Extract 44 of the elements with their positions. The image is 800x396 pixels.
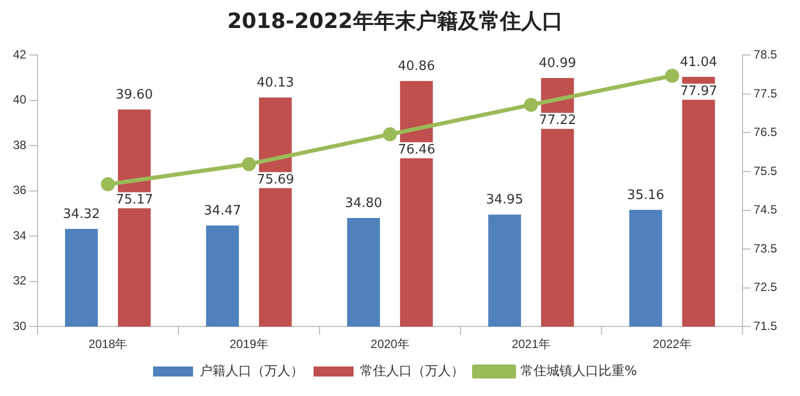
point xyxy=(382,127,397,142)
y2-tick-label: 74.5 xyxy=(754,202,778,217)
y2-tick-label: 71.5 xyxy=(754,318,778,333)
y2-tick-label: 78.5 xyxy=(754,48,778,62)
data-label: 41.04 xyxy=(680,54,718,70)
data-label: 34.95 xyxy=(486,192,524,208)
x-tick-label: 2020年 xyxy=(370,337,410,352)
x-tick-label: 2022年 xyxy=(652,337,692,352)
y-tick-label: 42 xyxy=(12,48,27,62)
legend-label: 常住城镇人口比重% xyxy=(520,364,637,379)
data-label: 35.16 xyxy=(627,188,664,203)
legend-label: 户籍人口（万人） xyxy=(200,364,304,379)
data-label: 40.86 xyxy=(398,58,436,74)
data-label: 77.97 xyxy=(680,84,718,100)
data-label: 75.69 xyxy=(256,172,294,188)
chart-title: 2018-2022年年末户籍及常住人口 xyxy=(227,9,563,34)
y-tick-label: 32 xyxy=(12,274,27,288)
y2-tick-label: 77.5 xyxy=(754,86,778,100)
y2-tick-label: 72.5 xyxy=(754,280,778,294)
y-tick-label: 36 xyxy=(12,183,27,198)
point xyxy=(524,98,538,112)
data-label: 40.13 xyxy=(256,75,294,90)
data-label: 77.22 xyxy=(539,113,576,128)
point xyxy=(100,177,115,192)
y2-tick-label: 76.5 xyxy=(754,125,778,140)
data-label: 34.32 xyxy=(62,206,100,222)
data-label: 75.17 xyxy=(116,192,154,208)
x-tick-label: 2018年 xyxy=(88,337,128,352)
x-tick-label: 2021年 xyxy=(512,337,550,352)
y-tick-label: 38 xyxy=(12,138,27,152)
y2-tick-label: 75.5 xyxy=(754,164,778,178)
point xyxy=(242,157,256,172)
data-label: 76.46 xyxy=(398,142,436,158)
point xyxy=(665,68,680,83)
y-tick-label: 30 xyxy=(12,318,27,333)
data-label: 39.60 xyxy=(116,87,153,102)
y-tick-label: 34 xyxy=(12,228,27,242)
legend-label: 常住人口（万人） xyxy=(360,364,464,379)
y2-tick-label: 73.5 xyxy=(754,241,778,256)
data-label: 34.80 xyxy=(344,196,382,211)
data-label: 40.99 xyxy=(538,56,576,71)
y-tick-label: 40 xyxy=(12,92,27,107)
data-label: 34.47 xyxy=(204,203,242,218)
x-tick-label: 2019年 xyxy=(230,337,268,352)
